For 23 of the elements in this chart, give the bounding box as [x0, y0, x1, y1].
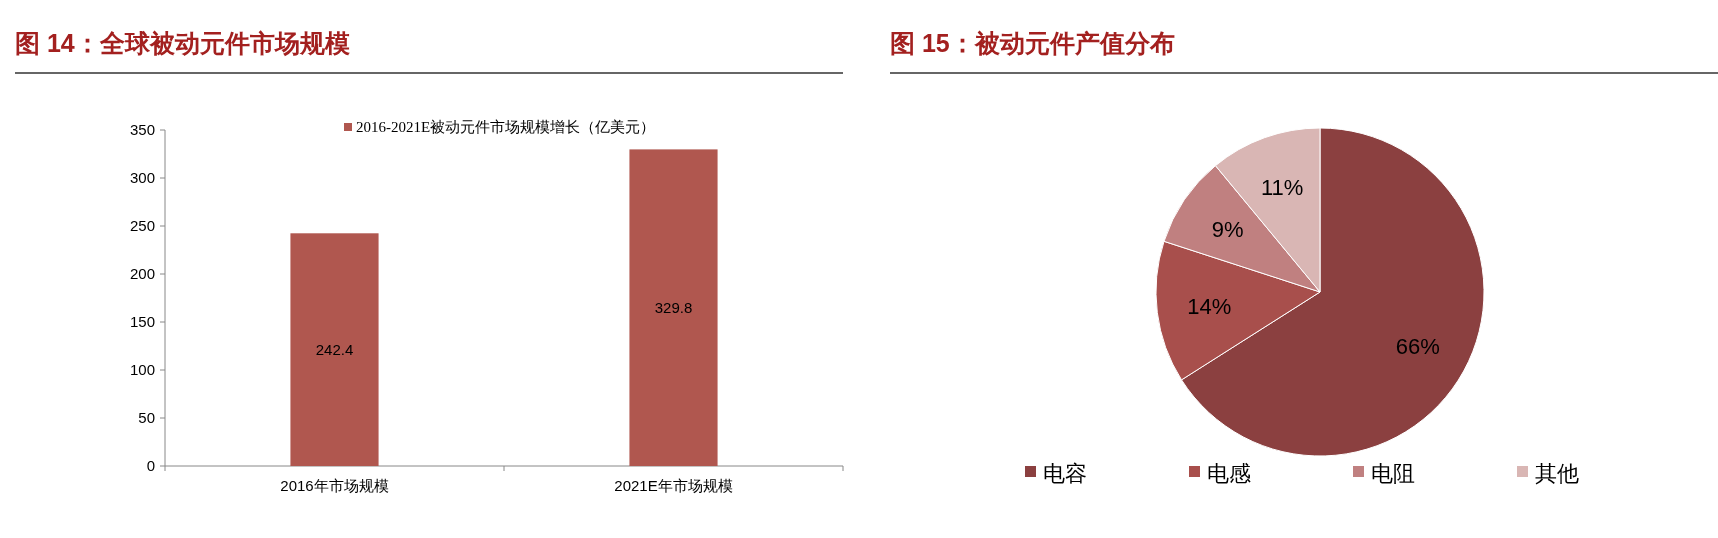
y-tick-label: 50 — [138, 409, 155, 426]
legend-label: 电感 — [1207, 461, 1251, 486]
legend-label: 电阻 — [1371, 461, 1415, 486]
legend-label: 2016-2021E被动元件市场规模增长（亿美元） — [356, 119, 656, 135]
legend-label: 电容 — [1043, 461, 1087, 486]
data-label: 11% — [1261, 175, 1304, 201]
x-tick-label: 2021E年市场规模 — [614, 477, 733, 494]
legend-label: 其他 — [1535, 461, 1579, 486]
chart-title: 图 15：被动元件产值分布 — [890, 29, 1175, 57]
data-label: 14% — [1187, 293, 1232, 319]
y-tick-label: 150 — [129, 313, 155, 330]
y-tick-label: 0 — [146, 457, 155, 474]
y-tick-label: 250 — [129, 217, 155, 234]
data-label: 242.4 — [315, 340, 354, 358]
y-tick-label: 200 — [129, 265, 155, 282]
data-label: 66% — [1395, 333, 1440, 359]
x-tick-label: 2016年市场规模 — [280, 477, 389, 494]
data-label: 329.8 — [654, 298, 693, 316]
y-tick-label: 300 — [129, 169, 155, 186]
y-tick-label: 350 — [129, 121, 155, 138]
y-tick-label: 100 — [129, 361, 155, 378]
chart-title: 图 14：全球被动元件市场规模 — [15, 29, 350, 57]
data-label: 9% — [1211, 217, 1244, 243]
